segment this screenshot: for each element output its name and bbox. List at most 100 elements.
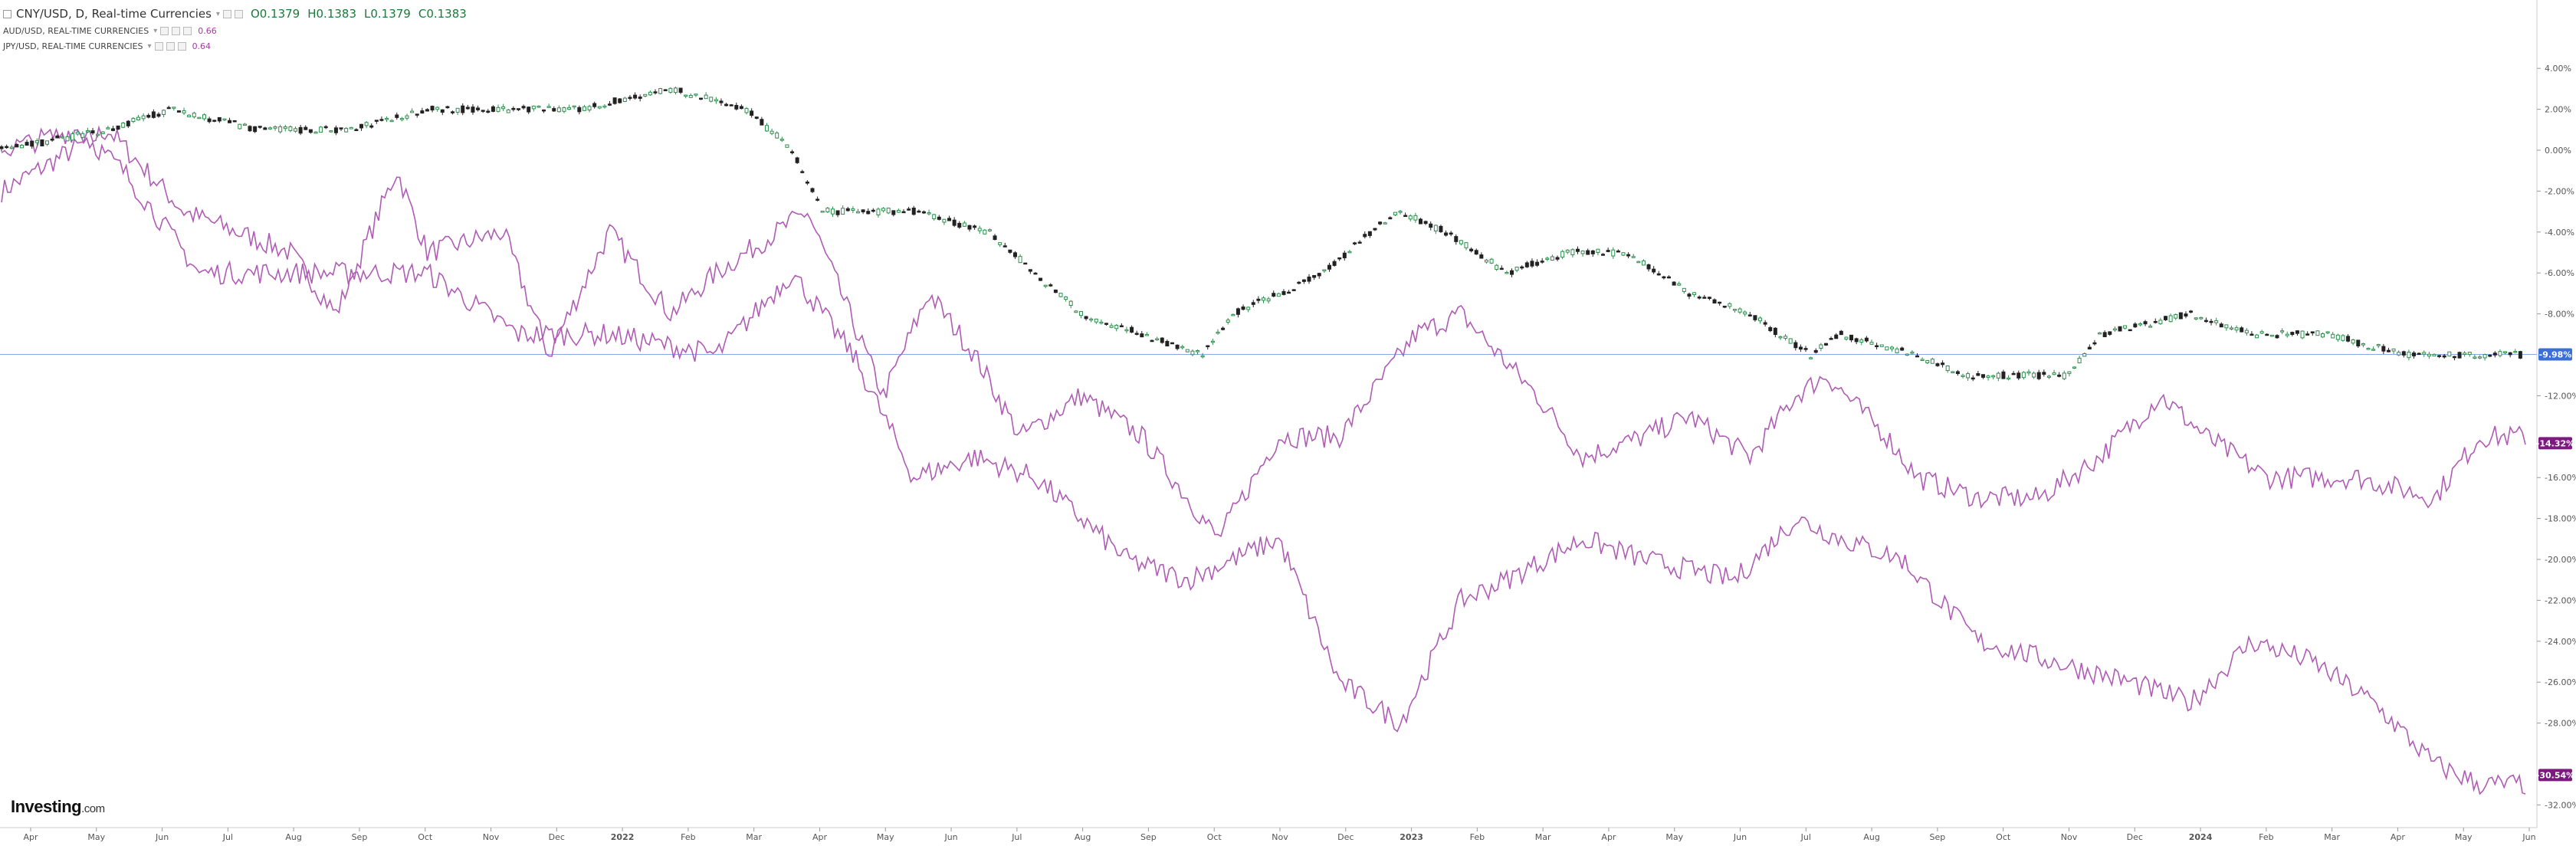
- candle-body: [1768, 326, 1773, 332]
- candle-body: [764, 125, 769, 132]
- candle-body: [1590, 250, 1595, 254]
- candle-body: [2315, 330, 2320, 336]
- candle-body: [476, 107, 481, 110]
- visibility-toggle-icon[interactable]: [154, 41, 163, 51]
- candle-body: [760, 119, 764, 126]
- candle-body: [896, 209, 901, 213]
- x-tick-label: Jul: [222, 832, 233, 842]
- close-icon[interactable]: [183, 26, 192, 35]
- candle-body: [1012, 252, 1017, 257]
- candle-body: [2184, 313, 2188, 316]
- candle-body: [9, 146, 14, 149]
- candle-body: [1656, 273, 1661, 276]
- x-tick-label: Apr: [23, 832, 38, 842]
- y-tick-label: 2.00%: [2545, 105, 2571, 115]
- candle-body: [1119, 325, 1124, 328]
- candle-body: [1575, 248, 1580, 252]
- investing-logo[interactable]: Investing.com: [11, 797, 105, 817]
- candle-body: [385, 117, 389, 120]
- chevron-down-icon[interactable]: ▾: [153, 26, 158, 35]
- candle-body: [1682, 287, 1686, 292]
- candle-body: [1738, 308, 1742, 313]
- candle-body: [841, 208, 845, 215]
- visibility-toggle-icon[interactable]: [160, 26, 169, 35]
- candle-body: [957, 222, 962, 228]
- candle-body: [2391, 348, 2396, 352]
- settings-icon[interactable]: [172, 26, 181, 35]
- candle-body: [1520, 266, 1524, 269]
- y-tick-label: -12.00%: [2545, 391, 2576, 401]
- candle-body: [2214, 320, 2219, 323]
- candle-body: [684, 94, 688, 97]
- candle-body: [2447, 351, 2452, 357]
- candle-body: [1900, 347, 1905, 351]
- y-tick-label: -28.00%: [2545, 719, 2576, 729]
- compare-series-legend-aud: AUD/USD, REAL-TIME CURRENCIES ▾ 0.66: [3, 23, 467, 38]
- chevron-down-icon[interactable]: ▾: [147, 41, 152, 51]
- x-tick-label: Nov: [2061, 832, 2078, 842]
- candle-body: [258, 126, 262, 128]
- candle-body: [2102, 332, 2107, 337]
- candle-body: [212, 120, 217, 122]
- candle-body: [506, 109, 510, 113]
- candle-body: [1099, 321, 1104, 324]
- candle-body: [354, 129, 359, 132]
- candle-body: [96, 133, 100, 136]
- candle-body: [121, 122, 126, 128]
- settings-icon[interactable]: [166, 41, 175, 51]
- candle-body: [2280, 330, 2285, 333]
- candle-body: [217, 116, 222, 122]
- candle-body: [1854, 338, 1859, 343]
- candle-body: [998, 242, 1003, 245]
- candle-body: [1895, 348, 1899, 353]
- candle-body: [349, 126, 353, 130]
- candle-body: [521, 106, 526, 109]
- candle-body: [2376, 344, 2381, 346]
- candle-body: [643, 93, 648, 97]
- candle-body: [587, 106, 592, 110]
- candle-body: [1403, 215, 1408, 218]
- candle-body: [2067, 371, 2072, 374]
- close-icon[interactable]: [177, 41, 186, 51]
- candle-body: [2255, 334, 2259, 339]
- collapse-legend-button[interactable]: [3, 9, 11, 18]
- x-tick-label: Feb: [2259, 832, 2273, 842]
- candle-body: [1210, 340, 1215, 343]
- candle-body: [2007, 377, 2011, 380]
- y-tick-label: -8.00%: [2545, 310, 2574, 320]
- candle-body: [30, 140, 34, 147]
- y-tick-label: -2.00%: [2545, 186, 2574, 196]
- candle-body: [709, 97, 714, 102]
- candle-body: [2325, 331, 2330, 333]
- ohlc-open: O0.1379: [250, 7, 300, 21]
- candle-body: [1869, 342, 1874, 345]
- candle-body: [85, 130, 90, 133]
- logo-main-text: Investing: [11, 797, 82, 816]
- x-tick-label: Jul: [1011, 832, 1022, 842]
- chevron-down-icon[interactable]: ▾: [215, 9, 220, 18]
- candle-body: [374, 120, 379, 122]
- candle-body: [50, 138, 54, 141]
- candle-body: [1586, 250, 1590, 255]
- x-tick-label: Jul: [1800, 832, 1811, 842]
- last-value-badge-cny-usd: -9.98%: [2539, 349, 2572, 359]
- cny-candles: [0, 86, 2522, 382]
- candle-body: [1353, 242, 1357, 244]
- candle-body: [1758, 317, 1763, 322]
- candle-body: [2442, 355, 2446, 358]
- candle-body: [901, 211, 906, 214]
- candle-body: [1616, 250, 1620, 253]
- candle-body: [2290, 332, 2295, 335]
- candle-body: [911, 207, 916, 215]
- candle-body: [1317, 273, 1321, 277]
- visibility-toggle-icon[interactable]: [222, 9, 231, 18]
- x-tick-label: Nov: [1272, 832, 1288, 842]
- settings-icon[interactable]: [234, 9, 243, 18]
- candle-body: [719, 100, 724, 103]
- candle-body: [2361, 343, 2365, 346]
- candle-body: [592, 103, 597, 107]
- candle-body: [2351, 339, 2355, 344]
- candle-body: [399, 118, 404, 120]
